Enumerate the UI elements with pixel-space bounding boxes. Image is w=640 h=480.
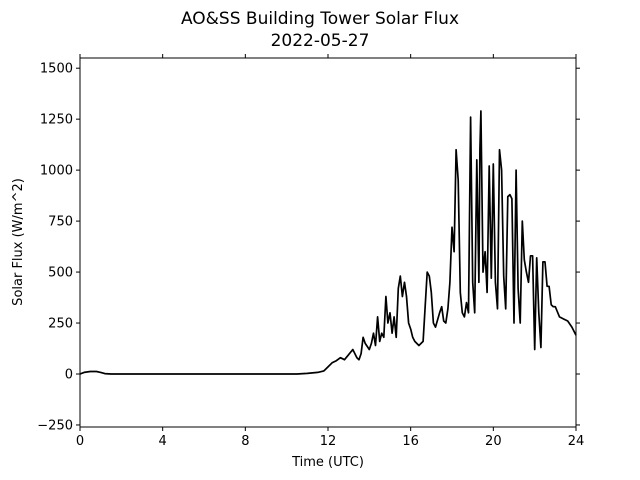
x-tick-label: 16 [402,434,419,449]
x-tick-label: 24 [568,434,585,449]
y-tick-label: 250 [48,317,73,332]
plot-area [79,110,577,375]
x-axis-label: Time (UTC) [291,455,364,470]
plot-frame [79,57,577,428]
y-tick-label: −250 [37,418,73,433]
x-tick-label: 12 [320,434,337,449]
y-tick-label: 500 [48,266,73,281]
chart-title: AO&SS Building Tower Solar Flux [181,9,459,29]
series-line-0 [79,110,577,375]
x-tick-label: 4 [159,434,167,449]
chart-subtitle: 2022-05-27 [271,31,370,51]
y-axis-label: Solar Flux (W/m^2) [11,178,26,306]
x-tick-label: 20 [485,434,502,449]
y-tick-label: 1000 [40,164,73,179]
y-tick-label: 1250 [40,113,73,128]
y-tick-label: 750 [48,215,73,230]
x-tick-label: 8 [241,434,249,449]
y-tick-label: 1500 [40,62,73,77]
x-tick-label: 0 [76,434,84,449]
y-tick-label: 0 [65,367,73,382]
